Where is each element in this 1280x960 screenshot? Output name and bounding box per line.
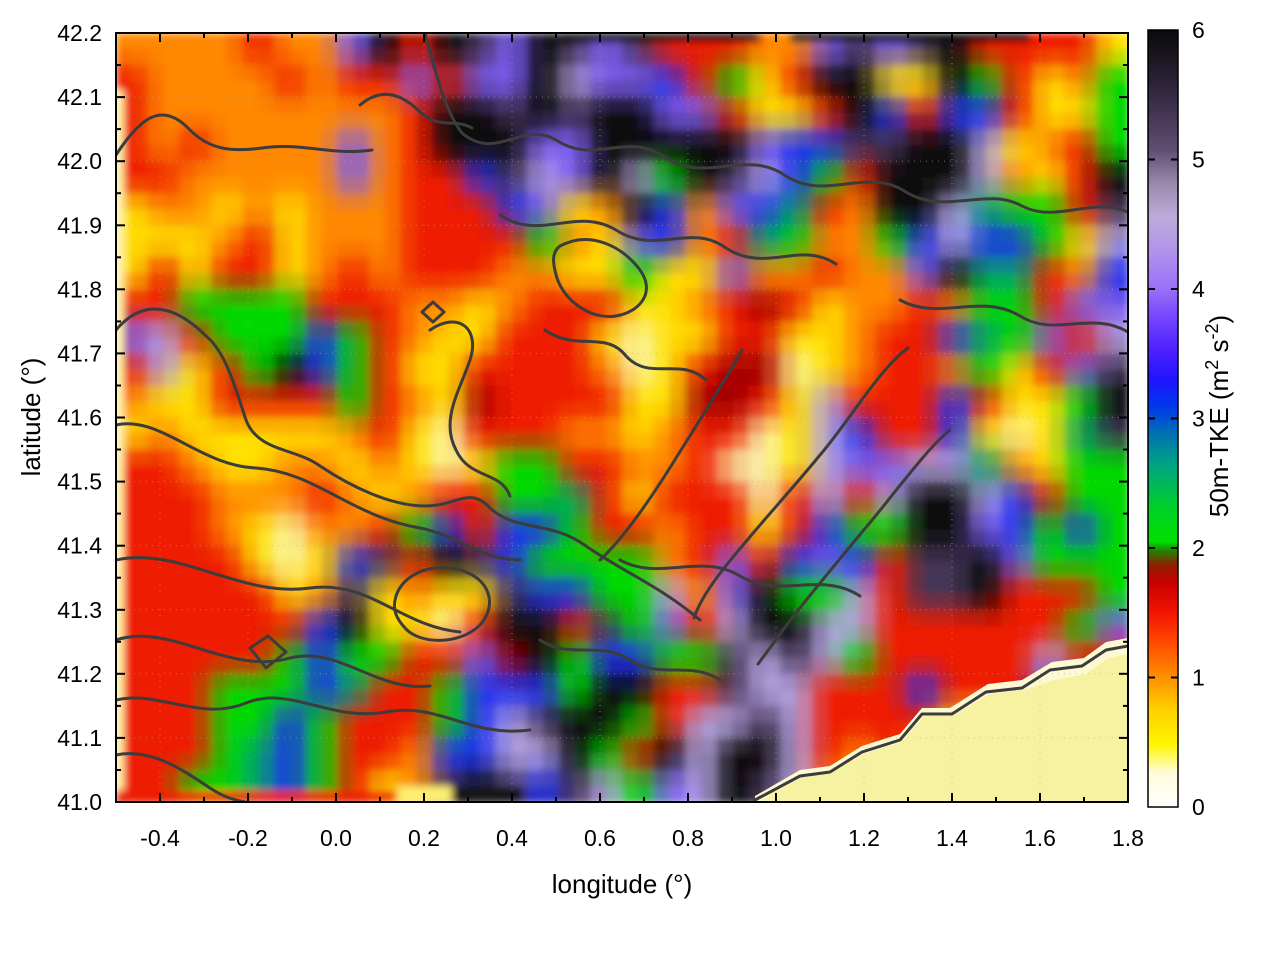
svg-text:0.2: 0.2 <box>408 825 440 851</box>
svg-text:41.9: 41.9 <box>57 212 102 238</box>
svg-text:1.4: 1.4 <box>936 825 968 851</box>
svg-text:5: 5 <box>1192 147 1205 173</box>
svg-text:6: 6 <box>1192 17 1205 43</box>
svg-text:50m-TKE (m2 s-2): 50m-TKE (m2 s-2) <box>1202 315 1234 517</box>
svg-text:41.2: 41.2 <box>57 661 102 687</box>
svg-text:42.1: 42.1 <box>57 84 102 110</box>
svg-text:41.6: 41.6 <box>57 405 102 431</box>
svg-text:41.8: 41.8 <box>57 276 102 302</box>
svg-text:42.0: 42.0 <box>57 148 102 174</box>
svg-text:3: 3 <box>1192 406 1205 432</box>
svg-text:latitude (°): latitude (°) <box>16 358 46 477</box>
svg-text:0.8: 0.8 <box>672 825 704 851</box>
svg-text:-0.2: -0.2 <box>228 825 268 851</box>
svg-text:41.5: 41.5 <box>57 469 102 495</box>
svg-text:longitude (°): longitude (°) <box>552 869 692 899</box>
svg-text:42.2: 42.2 <box>57 20 102 46</box>
svg-text:4: 4 <box>1192 276 1205 302</box>
svg-text:1: 1 <box>1192 665 1205 691</box>
svg-text:1.8: 1.8 <box>1112 825 1144 851</box>
svg-text:1.6: 1.6 <box>1024 825 1056 851</box>
svg-text:41.1: 41.1 <box>57 725 102 751</box>
svg-text:41.4: 41.4 <box>57 533 102 559</box>
svg-text:41.7: 41.7 <box>57 340 102 366</box>
svg-text:0.6: 0.6 <box>584 825 616 851</box>
svg-text:-0.4: -0.4 <box>140 825 180 851</box>
svg-text:0.4: 0.4 <box>496 825 528 851</box>
svg-text:41.3: 41.3 <box>57 597 102 623</box>
svg-text:2: 2 <box>1192 535 1205 561</box>
svg-text:0: 0 <box>1192 794 1205 820</box>
svg-text:1.2: 1.2 <box>848 825 880 851</box>
svg-text:1.0: 1.0 <box>760 825 792 851</box>
svg-text:0.0: 0.0 <box>320 825 352 851</box>
svg-text:41.0: 41.0 <box>57 789 102 815</box>
